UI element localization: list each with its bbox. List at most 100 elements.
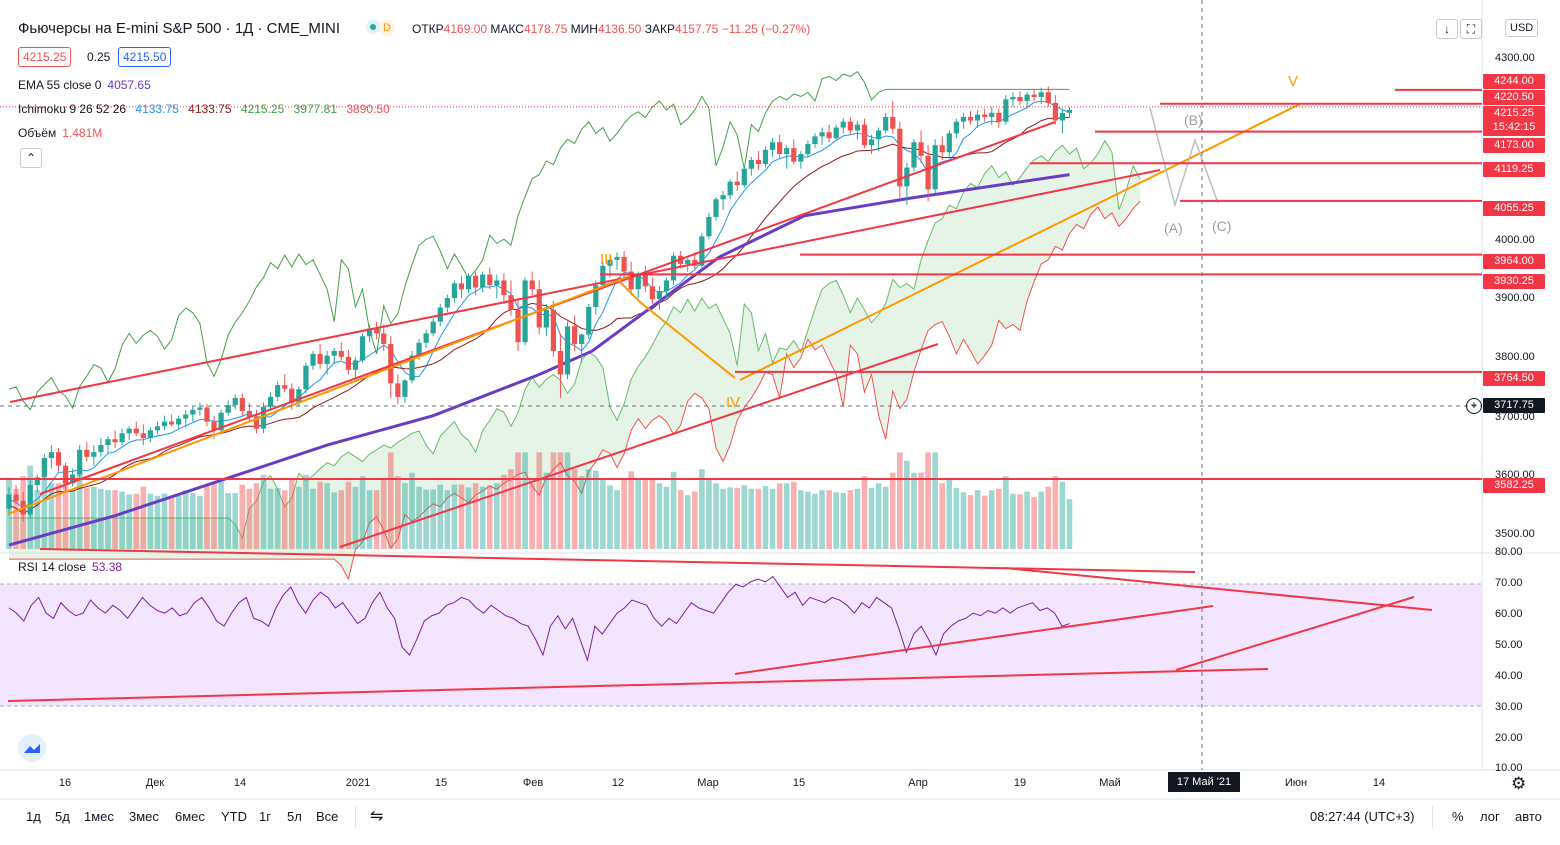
volume-bar (1031, 497, 1037, 549)
volume-bar (798, 490, 804, 549)
volume-bar (543, 472, 550, 549)
timezone-clock[interactable]: 08:27:44 (UTC+3) (1310, 809, 1415, 824)
volume-bar (621, 479, 627, 549)
volume-bar (62, 476, 69, 549)
time-tick: Май (1099, 777, 1121, 789)
volume-bar (373, 490, 380, 549)
buy-price[interactable]: 4215.50 (118, 47, 172, 67)
range-1m[interactable]: 1мес (84, 809, 114, 824)
candle-body (1038, 92, 1044, 97)
candle-body (635, 274, 641, 290)
candle-body (84, 449, 90, 457)
range-1d[interactable]: 1д (26, 809, 41, 824)
go-to-date-icon[interactable]: ⇋ (370, 808, 384, 825)
volume-label: Объём (18, 126, 57, 140)
candle-body (317, 353, 323, 364)
volume-bar (281, 490, 288, 549)
candle-body (833, 127, 839, 139)
ema-legend[interactable]: EMA 55 close 0 4057.65 (18, 78, 151, 92)
candle-body (345, 356, 351, 370)
level-label: 4119.25 (1483, 162, 1545, 177)
ohlc-readout: ОТКР4169.00 МАКС4178.75 МИН4136.50 ЗАКР4… (412, 22, 810, 36)
candle-body (522, 280, 528, 343)
collapse-legend-button[interactable]: ⌃ (20, 148, 42, 168)
rsi-tick: 50.00 (1495, 639, 1523, 651)
rsi-tick: 40.00 (1495, 670, 1523, 682)
range-all[interactable]: Все (316, 809, 339, 824)
level-label: 4244.00 (1483, 74, 1545, 89)
candle-body (586, 306, 592, 335)
sell-price[interactable]: 4215.25 (18, 47, 72, 67)
candle-body (868, 139, 875, 146)
tradingview-logo[interactable] (18, 734, 46, 762)
candle-body (755, 159, 762, 165)
high-label: МАКС (490, 22, 524, 36)
range-ytd[interactable]: YTD (221, 809, 247, 824)
bar-countdown: 15:42:15 (1492, 121, 1536, 133)
candle-body (628, 271, 634, 290)
candle-body (614, 256, 620, 260)
rsi-legend[interactable]: RSI 14 close 53.38 (18, 560, 122, 574)
volume-bar (359, 476, 366, 549)
candle-body (642, 274, 648, 287)
ichimoku-legend[interactable]: Ichimoku 9 26 52 26 4133.75 4133.75 4215… (18, 102, 390, 116)
wave-label-v: V (1288, 73, 1299, 90)
candle-body (133, 428, 139, 434)
spread-value: 0.25 (87, 50, 111, 64)
volume-bar (34, 490, 41, 549)
volume-bar (762, 486, 769, 549)
log-scale-toggle[interactable]: лог (1480, 809, 1500, 824)
volume-bar (204, 484, 210, 549)
settings-gear-icon[interactable]: ⚙ (1511, 774, 1527, 793)
rsi-trendline (7, 668, 1269, 702)
volume-bar (218, 481, 224, 549)
fullscreen-button[interactable]: ⛶ (1460, 19, 1482, 39)
volume-bar (437, 484, 444, 549)
volume-bar (168, 497, 175, 549)
toolbar-divider (1432, 806, 1433, 828)
volume-bar (755, 488, 762, 549)
candle-body (550, 309, 556, 351)
candle-body (105, 439, 111, 446)
level-label: 4220.50 (1483, 90, 1545, 105)
volume-bar (303, 474, 309, 549)
symbol-title[interactable]: Фьючерсы на E-mini S&P 500 · 1Д · CME_MI… (18, 20, 340, 37)
crosshair-price-label: 3717.75 (1483, 398, 1545, 413)
volume-bar (628, 471, 634, 549)
candle-body (812, 136, 818, 145)
volume-bar (154, 495, 161, 549)
volume-bar (465, 487, 472, 549)
volume-legend[interactable]: Объём 1.481M (18, 126, 102, 140)
rsi-value: 53.38 (92, 560, 123, 574)
candle-body (48, 452, 55, 459)
candle-body (762, 149, 769, 165)
range-6m[interactable]: 6мес (175, 809, 205, 824)
candle-body (161, 421, 168, 427)
auto-scale-toggle[interactable]: авто (1515, 809, 1542, 824)
volume-bar (444, 490, 451, 549)
add-alert-icon[interactable]: + (1466, 398, 1482, 414)
rsi-band (0, 584, 1482, 706)
scroll-down-button[interactable]: ↓ (1436, 19, 1458, 39)
volume-bar (486, 485, 493, 549)
candle-body (204, 407, 210, 422)
range-5d[interactable]: 5д (55, 809, 70, 824)
candle-body (925, 155, 931, 190)
ema-value: 4057.65 (107, 78, 151, 92)
range-1y[interactable]: 1г (259, 809, 271, 824)
volume-bar (1017, 494, 1023, 549)
candle-body (826, 132, 832, 139)
candle-body (600, 265, 606, 286)
price-tick: 4000.00 (1495, 234, 1535, 246)
percent-scale-toggle[interactable]: % (1452, 809, 1464, 824)
ichimoku-cloud (9, 140, 1141, 580)
candle-body (423, 333, 429, 343)
candle-body (564, 326, 571, 375)
volume-bar (776, 483, 783, 549)
volume-bar (663, 486, 670, 549)
currency-button[interactable]: USD (1505, 19, 1539, 37)
range-3m[interactable]: 3мес (129, 809, 159, 824)
candle-body (1045, 92, 1051, 103)
range-5y[interactable]: 5л (287, 809, 302, 824)
